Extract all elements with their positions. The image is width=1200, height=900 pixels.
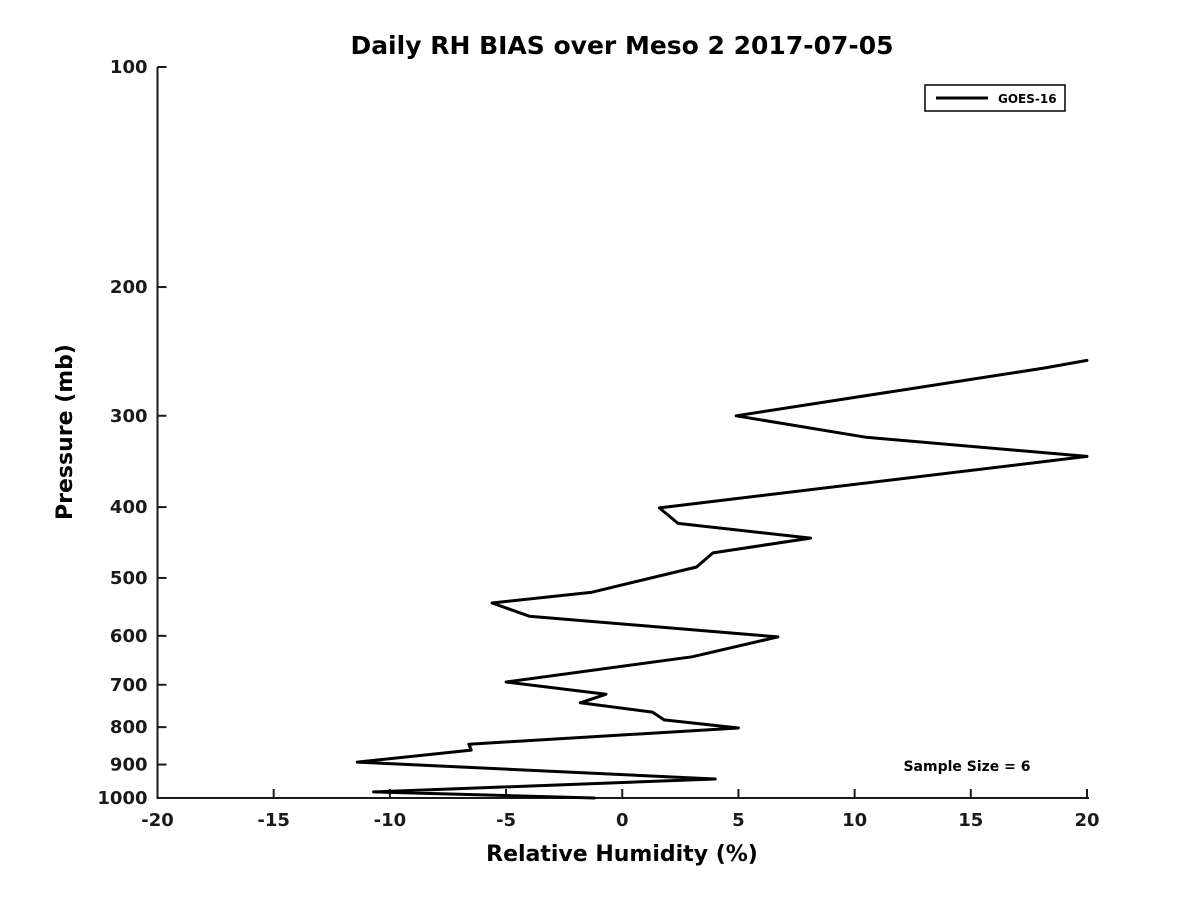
y-tick-label: 200 [110,277,148,298]
series-line-goes-16 [355,358,1089,800]
x-tick-label: -10 [374,810,407,831]
sample-size-annotation: Sample Size = 6 [903,759,1030,775]
chart-title: Daily RH BIAS over Meso 2 2017-07-05 [350,31,893,60]
y-tick-label: 900 [110,755,148,776]
y-tick-label: 1000 [97,788,147,809]
legend: GOES-16 [924,84,1066,112]
x-tick-label: 5 [732,810,745,831]
y-tick-label: 100 [110,57,148,78]
x-tick-label: 15 [958,810,983,831]
y-tick-label: 700 [110,675,148,696]
x-tick-label: 0 [616,810,629,831]
y-tick-label: 800 [110,717,148,738]
plot-layer: -20 -15 -10 -5 0 5 10 15 20 100 200 300 400 500 600 700… [97,57,1099,831]
y-tick-label: 400 [110,497,148,518]
y-axis-label: Pressure (mb) [53,344,78,520]
y-tick-label: 300 [110,406,148,427]
x-tick-label: 20 [1074,810,1099,831]
x-tick-label: 10 [842,810,867,831]
x-tick-label: -20 [141,810,174,831]
x-axis-label: Relative Humidity (%) [486,842,758,867]
x-tick-label: -5 [496,810,516,831]
y-tick-label: 600 [110,626,148,647]
y-tick-label: 500 [110,568,148,589]
legend-series-label: GOES-16 [998,92,1057,106]
x-tick-label: -15 [257,810,290,831]
